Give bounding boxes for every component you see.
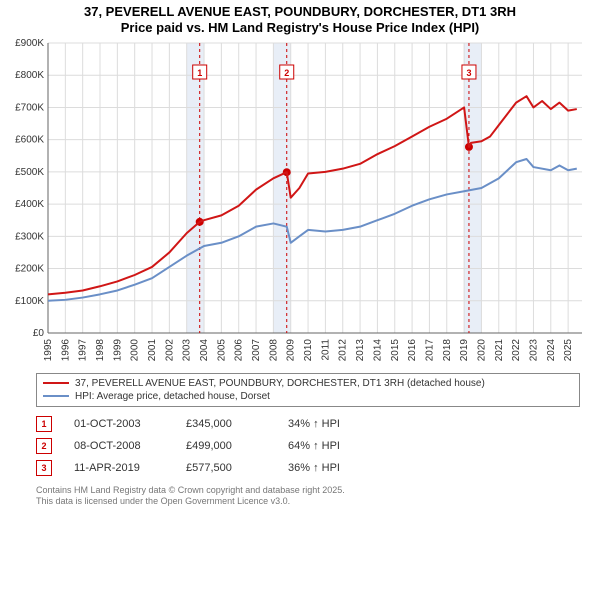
sale-delta: 64% ↑ HPI	[288, 440, 378, 452]
svg-text:£400K: £400K	[15, 199, 44, 210]
svg-text:£900K: £900K	[15, 38, 44, 49]
svg-text:2006: 2006	[234, 338, 245, 361]
svg-text:2003: 2003	[182, 338, 193, 361]
sale-row: 3 11-APR-2019 £577,500 36% ↑ HPI	[36, 457, 580, 479]
sale-date: 08-OCT-2008	[74, 440, 164, 452]
sale-price: £577,500	[186, 462, 266, 474]
legend-swatch	[43, 382, 69, 384]
footer: Contains HM Land Registry data © Crown c…	[36, 485, 580, 508]
svg-text:2002: 2002	[164, 338, 175, 361]
svg-text:2021: 2021	[494, 338, 505, 361]
svg-text:2001: 2001	[147, 338, 158, 361]
svg-text:2019: 2019	[459, 338, 470, 361]
svg-text:1997: 1997	[78, 338, 89, 361]
sale-marker: 2	[36, 438, 52, 454]
sale-date: 11-APR-2019	[74, 462, 164, 474]
svg-text:2020: 2020	[476, 338, 487, 361]
sale-price: £345,000	[186, 418, 266, 430]
legend-row: 37, PEVERELL AVENUE EAST, POUNDBURY, DOR…	[43, 377, 573, 390]
svg-text:£700K: £700K	[15, 102, 44, 113]
sale-date: 01-OCT-2003	[74, 418, 164, 430]
svg-text:2013: 2013	[355, 338, 366, 361]
svg-text:2007: 2007	[251, 338, 262, 361]
svg-text:1999: 1999	[112, 338, 123, 361]
svg-text:£600K: £600K	[15, 134, 44, 145]
svg-text:2011: 2011	[320, 338, 331, 360]
sale-row: 2 08-OCT-2008 £499,000 64% ↑ HPI	[36, 435, 580, 457]
sale-marker: 1	[36, 416, 52, 432]
svg-text:2023: 2023	[528, 338, 539, 361]
sale-row: 1 01-OCT-2003 £345,000 34% ↑ HPI	[36, 413, 580, 435]
sales-table: 1 01-OCT-2003 £345,000 34% ↑ HPI 2 08-OCT-200…	[36, 413, 580, 479]
legend: 37, PEVERELL AVENUE EAST, POUNDBURY, DOR…	[36, 373, 580, 407]
legend-row: HPI: Average price, detached house, Dors…	[43, 390, 573, 403]
footer-line-2: This data is licensed under the Open Gov…	[36, 496, 580, 507]
legend-label: HPI: Average price, detached house, Dors…	[75, 391, 270, 402]
svg-text:£100K: £100K	[15, 295, 44, 306]
svg-text:2000: 2000	[130, 338, 141, 361]
svg-text:2005: 2005	[216, 338, 227, 361]
svg-text:1998: 1998	[95, 338, 106, 361]
svg-text:£800K: £800K	[15, 70, 44, 81]
svg-text:2022: 2022	[511, 338, 522, 361]
chart-svg: £0 £100K £200K £300K £400K £500K £600K £700K £80…	[12, 37, 588, 367]
svg-text:2010: 2010	[303, 338, 314, 361]
sale-delta: 34% ↑ HPI	[288, 418, 378, 430]
svg-text:1996: 1996	[60, 338, 71, 361]
legend-label: 37, PEVERELL AVENUE EAST, POUNDBURY, DOR…	[75, 378, 485, 389]
svg-text:£300K: £300K	[15, 231, 44, 242]
sale-price: £499,000	[186, 440, 266, 452]
svg-text:2016: 2016	[407, 338, 418, 361]
svg-text:3: 3	[466, 68, 471, 78]
svg-text:£200K: £200K	[15, 263, 44, 274]
svg-text:2015: 2015	[390, 338, 401, 361]
svg-text:2009: 2009	[286, 338, 297, 361]
svg-text:£0: £0	[33, 328, 45, 339]
chart-plot: £0 £100K £200K £300K £400K £500K £600K £700K £80…	[12, 37, 588, 367]
chart-title-block: 37, PEVERELL AVENUE EAST, POUNDBURY, DOR…	[0, 0, 600, 37]
svg-text:2018: 2018	[442, 338, 453, 361]
svg-text:2004: 2004	[199, 338, 210, 361]
legend-swatch	[43, 395, 69, 397]
svg-text:2014: 2014	[372, 338, 383, 361]
svg-text:1995: 1995	[43, 338, 54, 361]
svg-text:2024: 2024	[546, 338, 557, 361]
title-line-2: Price paid vs. HM Land Registry's House …	[0, 20, 600, 36]
svg-text:2008: 2008	[268, 338, 279, 361]
footer-line-1: Contains HM Land Registry data © Crown c…	[36, 485, 580, 496]
title-line-1: 37, PEVERELL AVENUE EAST, POUNDBURY, DOR…	[0, 4, 600, 20]
svg-text:2012: 2012	[338, 338, 349, 361]
sale-marker: 3	[36, 460, 52, 476]
svg-text:2017: 2017	[424, 338, 435, 361]
chart-container: { "title": { "line1": "37, PEVERELL AVEN…	[0, 0, 600, 590]
svg-text:2025: 2025	[563, 338, 574, 361]
sale-delta: 36% ↑ HPI	[288, 462, 378, 474]
svg-text:£500K: £500K	[15, 166, 44, 177]
svg-text:1: 1	[197, 68, 202, 78]
svg-text:2: 2	[284, 68, 289, 78]
